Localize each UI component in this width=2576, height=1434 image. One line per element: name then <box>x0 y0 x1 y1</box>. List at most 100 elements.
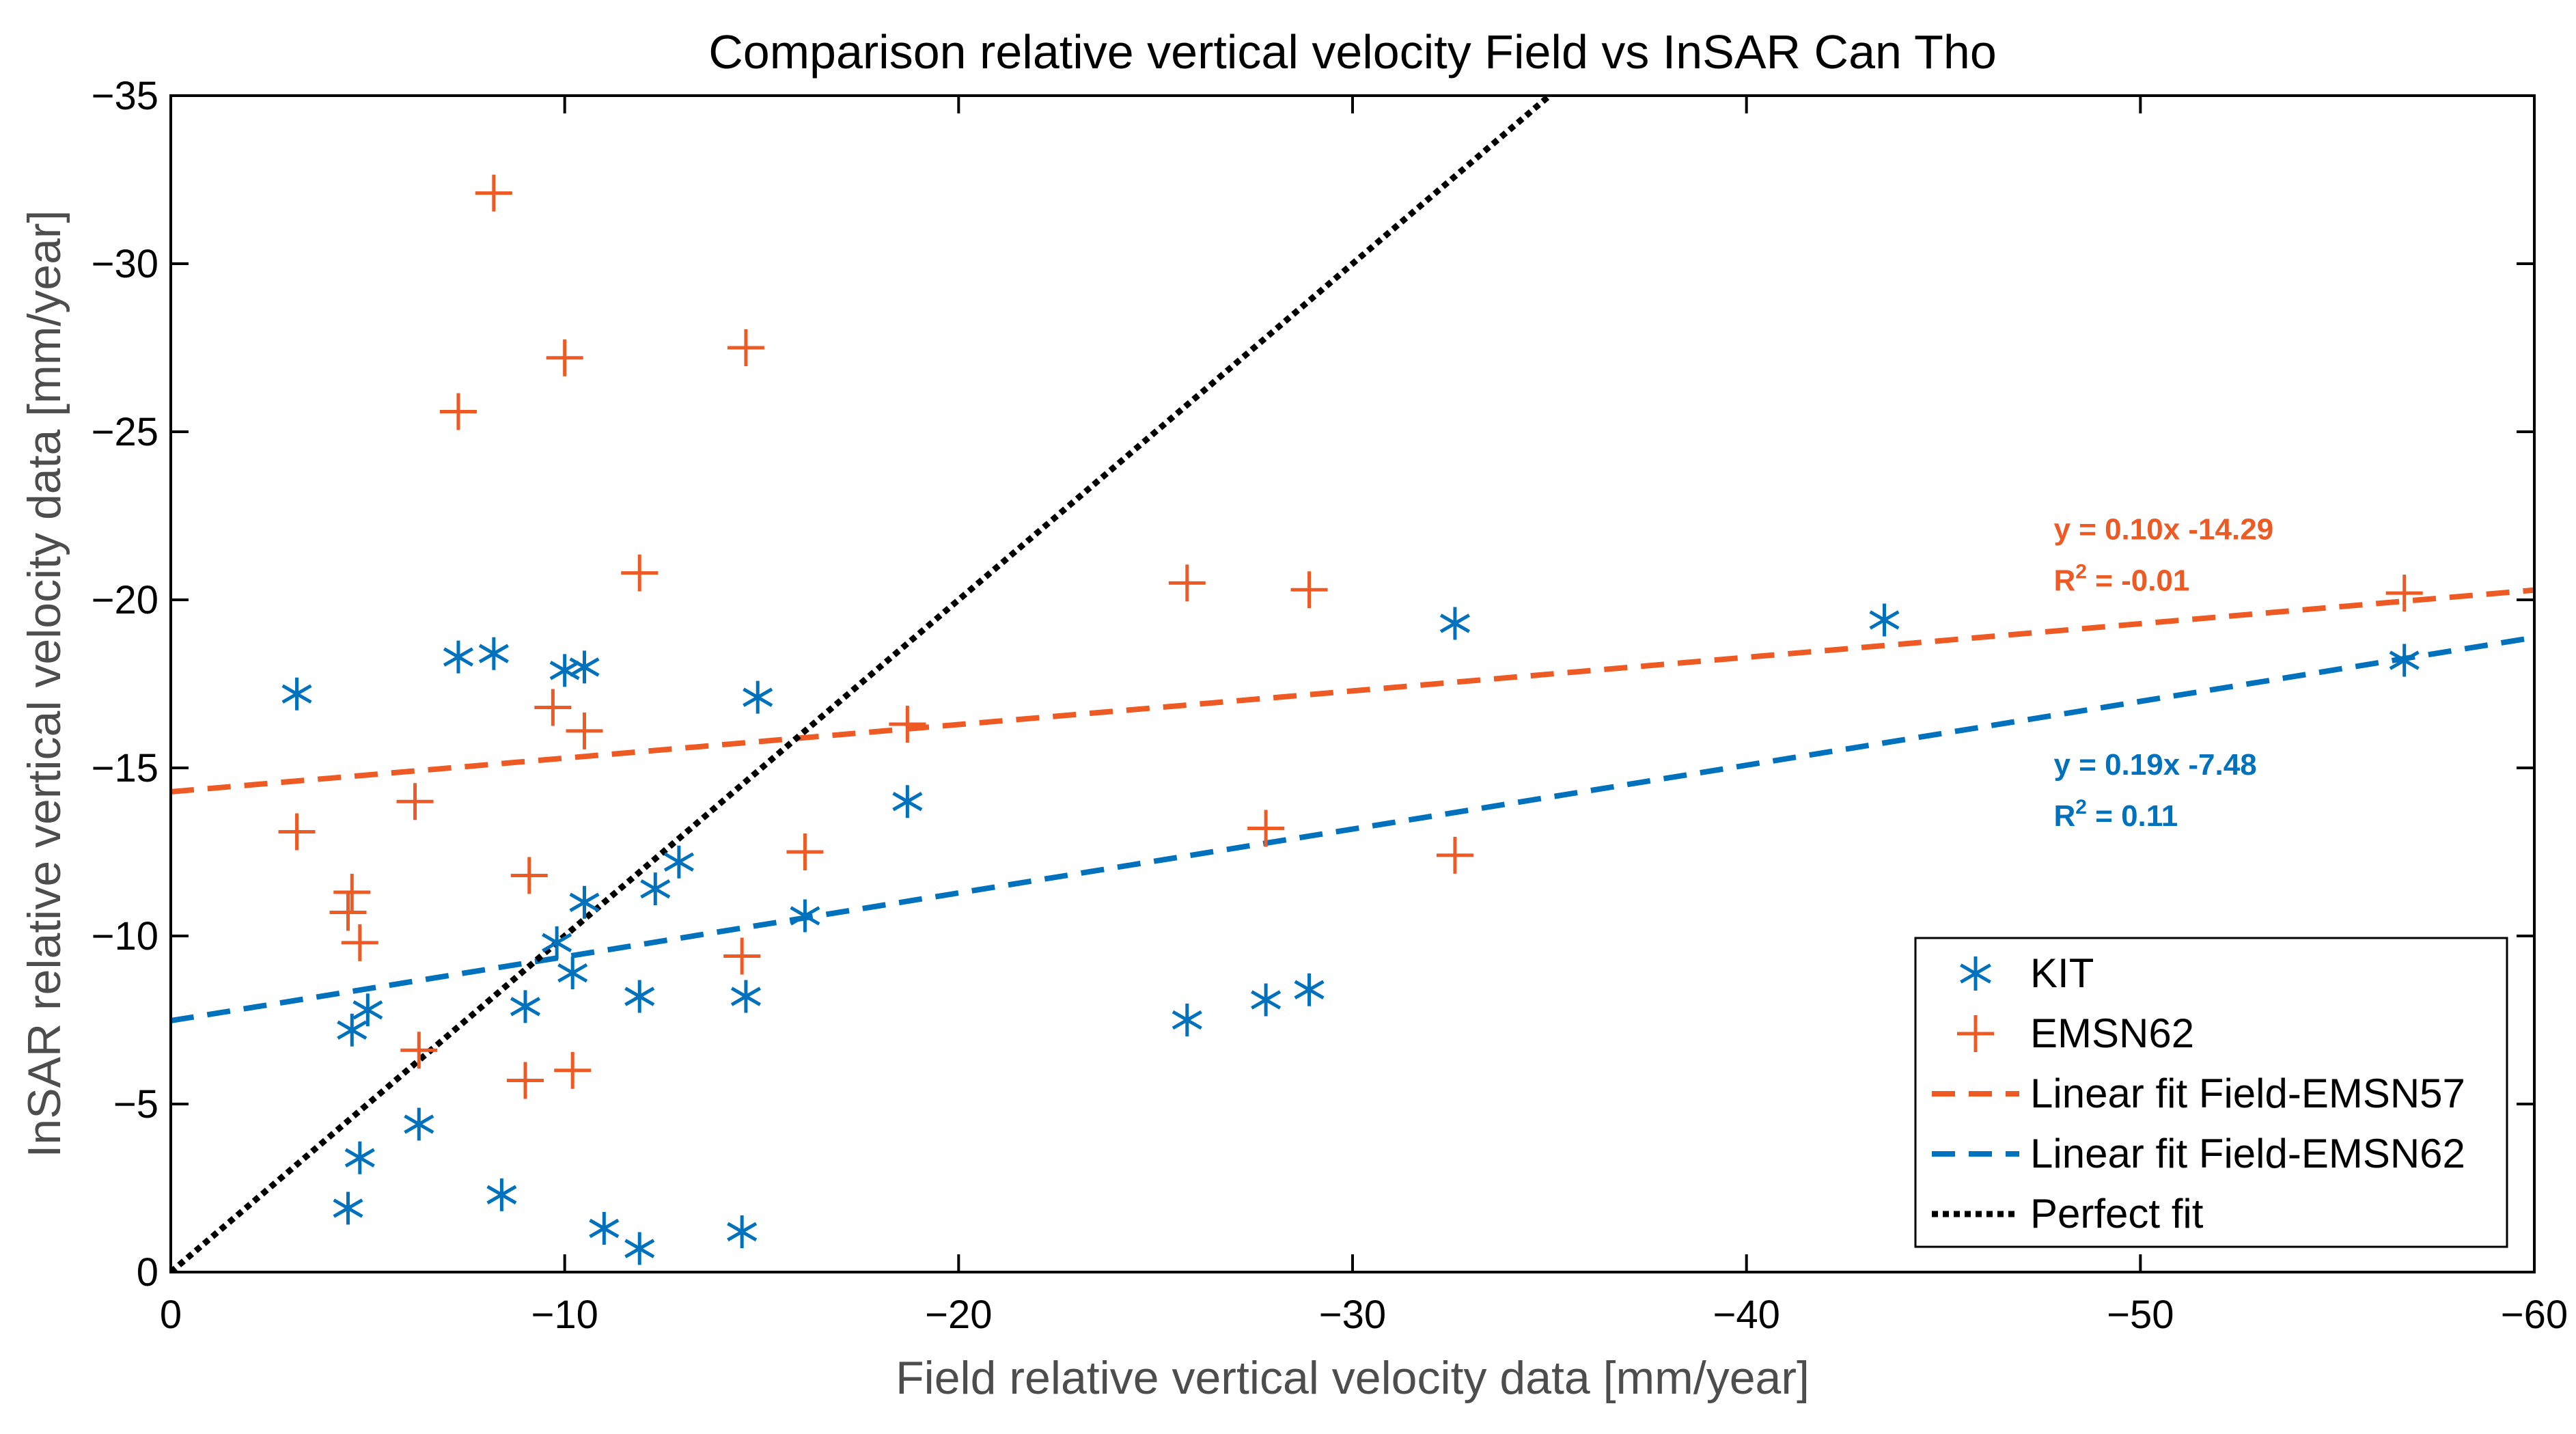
kit-point-20-stroke <box>624 987 655 1006</box>
kit-point-23-stroke <box>730 987 761 1006</box>
kit-point-11 <box>352 993 383 1027</box>
legend-item-2-label: Linear fit Field-EMSN57 <box>2030 1071 2465 1116</box>
legend-item-0-marker <box>1960 956 1991 991</box>
kit-point-1-stroke <box>443 647 474 667</box>
emsn62-point-11 <box>329 894 367 931</box>
emsn62-point-17 <box>507 1062 544 1099</box>
kit-point-13 <box>404 1107 434 1141</box>
legend-item-1-marker <box>1957 1015 1994 1052</box>
kit-point-26-stroke <box>624 1239 655 1258</box>
legend-item-4-label: Perfect fit <box>2030 1191 2204 1237</box>
fit-line-1 <box>171 635 2534 1023</box>
x-tick-label: −40 <box>1713 1293 1779 1337</box>
emsn62-point-13 <box>510 857 548 894</box>
axis-ticks: 0 −10 −20 −30 −40 −50 −60 0 −5 −10 −15 −20 −25 −30 −35 <box>92 74 2568 1337</box>
y-tick-label: −35 <box>92 74 158 118</box>
kit-point-19-stroke <box>569 892 600 912</box>
kit-point-27-stroke <box>727 1222 758 1242</box>
kit-point-27 <box>727 1215 758 1248</box>
y-tick-label: −10 <box>92 914 158 959</box>
kit-point-20 <box>624 980 655 1013</box>
y-tick-label: −20 <box>92 578 158 622</box>
kit-point-16-stroke <box>510 997 541 1017</box>
emsn62-point-22 <box>1436 836 1473 874</box>
kit-point-29 <box>1251 983 1282 1017</box>
r-squared-symbol: R <box>2053 799 2075 833</box>
kit-point-14 <box>333 1191 363 1225</box>
emsn62-point-9 <box>396 783 434 821</box>
emsn62-point-16 <box>400 1032 438 1069</box>
legend-item-1-label: EMSN62 <box>2030 1010 2194 1056</box>
emsn62-point-14 <box>786 833 824 870</box>
kit-point-12-stroke <box>344 1148 375 1168</box>
kit-point-5 <box>743 680 773 714</box>
kit-point-18 <box>557 956 588 990</box>
kit-point-8 <box>1869 603 1900 637</box>
kit-point-9-stroke <box>2389 650 2420 670</box>
emsn62-point-21 <box>1247 810 1285 847</box>
emsn62-point-3 <box>439 393 477 430</box>
kit-point-23 <box>730 980 761 1013</box>
kit-point-11-stroke <box>352 1000 383 1020</box>
emsn62-point-7 <box>889 706 926 743</box>
kit-point-21-stroke <box>640 879 671 899</box>
fit-equation-0: y = 0.10x -14.29 <box>2053 512 2273 546</box>
x-tick-label: −20 <box>925 1293 992 1337</box>
y-tick-label: −25 <box>92 410 158 454</box>
x-tick-label: −60 <box>2501 1293 2568 1337</box>
kit-point-16 <box>510 990 541 1023</box>
kit-point-8-stroke <box>1869 610 1900 630</box>
emsn62-point-0 <box>475 174 512 212</box>
kit-point-22-stroke <box>663 852 694 872</box>
kit-point-25-stroke <box>589 1218 620 1239</box>
x-tick-label: −10 <box>531 1293 598 1337</box>
kit-point-0-stroke <box>281 684 312 704</box>
r-squared-symbol: R <box>2053 564 2075 597</box>
kit-point-18-stroke <box>557 963 588 983</box>
emsn62-point-8 <box>278 813 316 851</box>
kit-point-24 <box>790 899 820 933</box>
fit-equation-1: y = 0.19x -7.48 <box>2053 748 2256 782</box>
y-tick-label: 0 <box>137 1250 158 1295</box>
kit-point-26 <box>624 1232 655 1265</box>
kit-point-6-stroke <box>892 792 923 812</box>
r-squared-superscript: 2 <box>2075 796 2087 818</box>
kit-point-4 <box>569 650 600 684</box>
emsn62-point-20 <box>1290 571 1328 609</box>
emsn62-point-18 <box>554 1051 592 1089</box>
kit-point-4-stroke <box>569 657 600 677</box>
kit-point-9 <box>2389 644 2420 677</box>
x-tick-label: 0 <box>160 1293 182 1337</box>
chart-title: Comparison relative vertical velocity Fi… <box>708 25 1997 79</box>
y-tick-label: −15 <box>92 746 158 790</box>
kit-point-1 <box>443 640 474 674</box>
emsn62-point-1 <box>546 339 583 376</box>
kit-point-12 <box>344 1141 375 1174</box>
kit-point-15 <box>486 1178 517 1211</box>
kit-point-10-stroke <box>337 1020 368 1040</box>
emsn62-point-15 <box>723 937 761 975</box>
emsn62-point-4 <box>621 554 659 592</box>
y-axis-label: InSAR relative vertical velocity data [m… <box>18 210 70 1158</box>
kit-point-19 <box>569 885 600 919</box>
kit-point-21 <box>640 872 671 906</box>
kit-point-2-stroke <box>478 644 509 663</box>
kit-point-30-stroke <box>1294 980 1325 999</box>
kit-point-30 <box>1294 973 1325 1006</box>
r-squared-value: = 0.11 <box>2087 799 2178 833</box>
emsn62-point-6 <box>566 712 603 749</box>
y-tick-label: −5 <box>113 1082 158 1127</box>
kit-point-0 <box>281 677 312 711</box>
y-tick-label: −30 <box>92 242 158 286</box>
emsn62-point-19 <box>1168 564 1206 602</box>
kit-point-3-stroke <box>549 661 580 680</box>
x-tick-label: −30 <box>1319 1293 1386 1337</box>
kit-point-15-stroke <box>486 1185 517 1205</box>
kit-point-29-stroke <box>1251 990 1282 1010</box>
x-axis-label: Field relative vertical velocity data [m… <box>896 1352 1810 1404</box>
legend-item-3-label: Linear fit Field-EMSN62 <box>2030 1131 2465 1176</box>
kit-point-2 <box>478 637 509 670</box>
emsn62-point-2 <box>727 329 764 366</box>
emsn62-point-23 <box>2385 575 2423 612</box>
